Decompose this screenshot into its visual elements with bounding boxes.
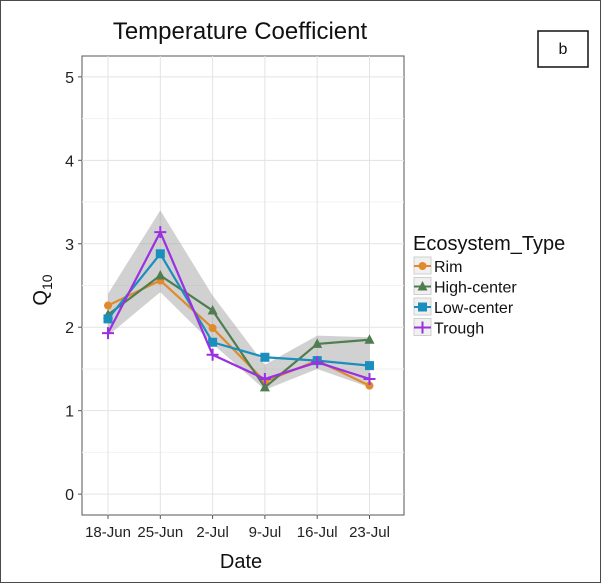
series-line bbox=[107, 229, 370, 381]
legend-item: Rim bbox=[413, 256, 462, 276]
legend-item: Trough bbox=[413, 318, 484, 338]
data-point bbox=[260, 352, 270, 362]
y-tick-label: 1 bbox=[65, 404, 74, 421]
data-point bbox=[208, 337, 218, 347]
y-tick-label: 2 bbox=[65, 320, 74, 337]
legend-label: Trough bbox=[434, 321, 484, 338]
data-point bbox=[365, 381, 374, 390]
y-tick-label: 4 bbox=[65, 153, 74, 170]
data-point bbox=[363, 372, 376, 385]
data-point bbox=[208, 324, 217, 333]
y-axis-title-subscript: 10 bbox=[39, 274, 55, 290]
series-layer bbox=[102, 226, 376, 392]
y-axis-title-main: Q bbox=[30, 290, 52, 306]
legend-label: Rim bbox=[434, 259, 462, 276]
legend-item: High-center bbox=[413, 277, 517, 297]
legend-key-marker bbox=[418, 302, 427, 312]
data-point bbox=[103, 314, 113, 324]
data-point bbox=[206, 348, 219, 361]
y-tick-label: 0 bbox=[65, 487, 74, 504]
x-tick-label: 18-Jun bbox=[85, 524, 131, 541]
legend: Ecosystem_Type Rim High-center Low-center T… bbox=[413, 233, 565, 338]
data-point bbox=[104, 301, 112, 310]
data-point bbox=[311, 356, 324, 369]
y-axis-title: Q10 bbox=[30, 274, 55, 305]
x-axis-title: Date bbox=[220, 551, 262, 573]
data-point bbox=[258, 372, 271, 385]
legend-key-marker bbox=[417, 281, 428, 291]
y-tick-label: 3 bbox=[65, 237, 74, 254]
x-tick-label: 16-Jul bbox=[297, 524, 338, 541]
axes: 0 1 2 3 4 5 18-Jun 25-Jun 2-Jul 9-Jul 16-Jul 23-Jul bbox=[65, 70, 390, 541]
data-point bbox=[364, 334, 375, 344]
data-point bbox=[102, 327, 114, 340]
chart-title: Temperature Coefficient bbox=[113, 18, 368, 45]
data-point bbox=[365, 361, 374, 371]
legend-title: Ecosystem_Type bbox=[413, 233, 565, 255]
x-tick-label: 23-Jul bbox=[349, 524, 390, 541]
confidence-band-layer bbox=[108, 210, 370, 390]
panel-label: b bbox=[559, 41, 568, 58]
data-point bbox=[259, 381, 270, 392]
data-point bbox=[155, 249, 165, 259]
series-trough bbox=[102, 226, 376, 385]
x-tick-label: 25-Jun bbox=[137, 524, 183, 541]
legend-label: Low-center bbox=[434, 300, 514, 317]
x-tick-label: 2-Jul bbox=[196, 524, 229, 541]
y-tick-label: 5 bbox=[65, 70, 74, 87]
panel-label-box bbox=[537, 30, 589, 68]
grid bbox=[82, 56, 404, 515]
x-tick-label: 9-Jul bbox=[249, 524, 282, 541]
legend-key-marker bbox=[416, 321, 429, 334]
svg-text:Q10: Q10 bbox=[30, 274, 55, 305]
data-point bbox=[207, 305, 218, 315]
legend-key-marker bbox=[418, 262, 427, 270]
series-line bbox=[107, 251, 370, 367]
data-point bbox=[154, 226, 167, 239]
data-point bbox=[312, 338, 323, 348]
legend-item: Low-center bbox=[413, 297, 514, 317]
confidence-band bbox=[108, 210, 370, 390]
legend-label: High-center bbox=[434, 280, 517, 297]
data-point bbox=[155, 269, 166, 280]
